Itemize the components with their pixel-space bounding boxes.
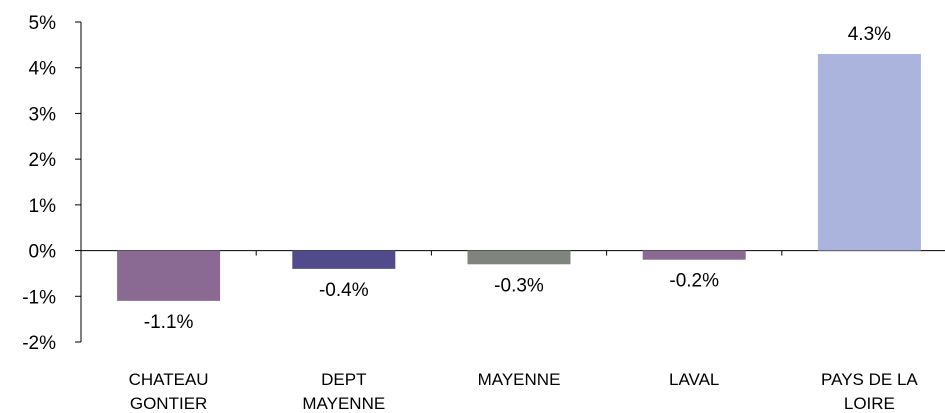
data-label: -0.2% bbox=[669, 271, 719, 292]
data-label: -0.3% bbox=[494, 275, 544, 296]
data-label: -0.4% bbox=[319, 280, 369, 301]
category-label: LAVAL bbox=[669, 370, 719, 389]
bar-4 bbox=[642, 250, 746, 260]
y-tick-label: 1% bbox=[29, 196, 57, 217]
category-label: CHATEAU bbox=[129, 370, 209, 389]
y-tick-label: 5% bbox=[29, 13, 57, 34]
bar-5 bbox=[817, 54, 921, 251]
category-label: GONTIER bbox=[130, 394, 207, 413]
y-tick-label: 4% bbox=[29, 59, 57, 80]
category-label: MAYENNE bbox=[302, 394, 385, 413]
data-label: 4.3% bbox=[848, 24, 891, 45]
bar-3 bbox=[467, 250, 571, 265]
data-label: -1.1% bbox=[144, 312, 194, 333]
y-tick-label: 2% bbox=[29, 150, 57, 171]
y-tick-label: 3% bbox=[29, 104, 57, 125]
bar-2 bbox=[292, 250, 396, 269]
category-label: LOIRE bbox=[844, 394, 895, 413]
category-label: MAYENNE bbox=[478, 370, 561, 389]
y-tick-label: 0% bbox=[29, 242, 57, 263]
category-label: DEPT bbox=[321, 370, 366, 389]
y-tick-label: -1% bbox=[22, 287, 56, 308]
y-tick-label: -2% bbox=[22, 333, 56, 354]
category-label: PAYS DE LA bbox=[821, 370, 918, 389]
bar-1 bbox=[117, 250, 221, 301]
